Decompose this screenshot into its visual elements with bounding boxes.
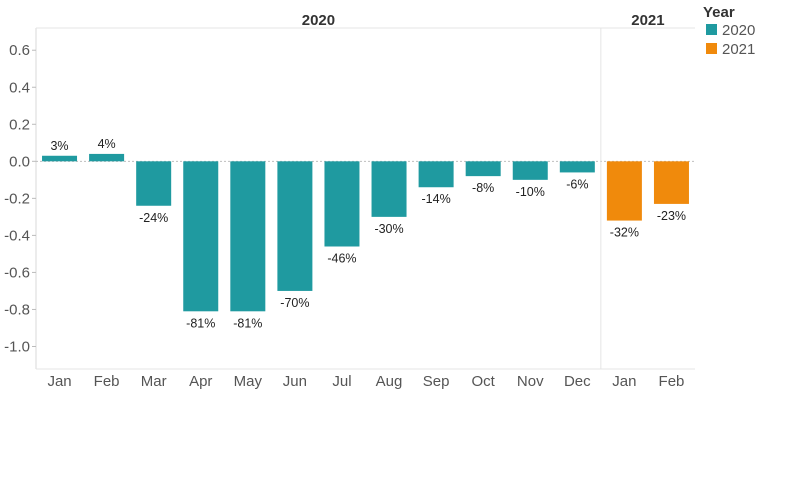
x-tick-label: Oct: [472, 373, 496, 390]
x-tick-label: Jan: [47, 373, 71, 390]
y-tick-label: 0.2: [9, 116, 30, 133]
bar: [465, 161, 501, 177]
x-tick-label: Mar: [141, 373, 167, 390]
data-label: -81%: [186, 316, 215, 330]
bar: [559, 161, 595, 173]
y-tick-label: 0.0: [9, 153, 30, 170]
bar: [371, 161, 407, 217]
bar: [606, 161, 642, 221]
x-tick-label: Aug: [376, 373, 403, 390]
y-tick-label: -0.2: [4, 190, 30, 207]
legend-title: Year: [703, 4, 735, 21]
legend-swatch: [706, 24, 717, 35]
x-tick-label: Jun: [283, 373, 307, 390]
bar: [418, 161, 454, 188]
x-tick-label: Apr: [189, 373, 212, 390]
legend: Year 2020 2021: [703, 4, 755, 58]
data-label: -81%: [233, 316, 262, 330]
group-header-label: 2021: [631, 12, 664, 29]
bar: [512, 161, 548, 180]
x-tick-label: Nov: [517, 373, 544, 390]
bar: [136, 161, 172, 206]
legend-swatch: [706, 43, 717, 54]
data-label: -14%: [422, 192, 451, 206]
y-tick-label: -0.8: [4, 301, 30, 318]
bar: [230, 161, 266, 312]
x-tick-label: May: [234, 373, 263, 390]
data-label: -70%: [280, 296, 309, 310]
data-label: 3%: [50, 139, 68, 153]
x-tick-label: Feb: [659, 373, 685, 390]
data-label: -32%: [610, 226, 639, 240]
x-tick-label: Jul: [332, 373, 351, 390]
data-label: -10%: [516, 185, 545, 199]
labels-layer: 0.6 0.4 0.2 0.0 -0.2 -0.4 -0.6 -0.8 -1.0 2020 2021…: [4, 12, 686, 390]
group-header-label: 2020: [302, 12, 335, 29]
data-label: 4%: [98, 137, 116, 151]
bar: [183, 161, 219, 312]
y-tick-label: -0.4: [4, 227, 30, 244]
y-tick-label: 0.4: [9, 79, 30, 96]
data-label: -23%: [657, 209, 686, 223]
legend-label: 2021: [722, 41, 755, 58]
data-label: -30%: [374, 222, 403, 236]
bar: [277, 161, 313, 291]
grid-layer: [32, 27, 695, 370]
bar: [42, 155, 78, 162]
legend-label: 2020: [722, 22, 755, 39]
data-label: -8%: [472, 181, 494, 195]
bar: [324, 161, 360, 247]
y-tick-label: 0.6: [9, 42, 30, 59]
x-tick-label: Dec: [564, 373, 591, 390]
x-tick-label: Jan: [612, 373, 636, 390]
bars-layer: [42, 153, 689, 312]
data-label: -6%: [566, 177, 588, 191]
y-tick-label: -1.0: [4, 338, 30, 355]
y-tick-label: -0.6: [4, 264, 30, 281]
bar: [653, 161, 689, 204]
x-tick-label: Sep: [423, 373, 450, 390]
bar: [89, 153, 125, 162]
data-label: -46%: [327, 251, 356, 265]
x-tick-label: Feb: [94, 373, 120, 390]
data-label: -24%: [139, 211, 168, 225]
